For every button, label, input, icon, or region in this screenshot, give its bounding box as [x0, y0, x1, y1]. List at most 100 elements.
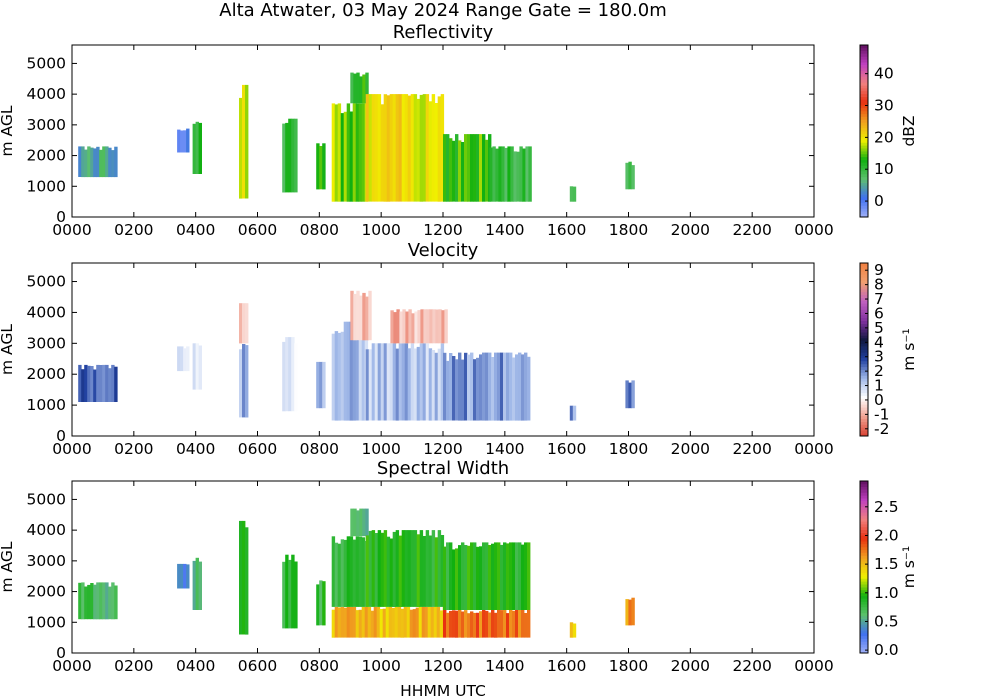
echo-cell: [380, 104, 385, 202]
echo-cell: [242, 344, 246, 418]
echo-region: [282, 554, 298, 629]
echo-cell: [470, 611, 474, 638]
colorbar-segment: [860, 381, 868, 385]
echo-cell: [500, 352, 504, 421]
echo-cell: [510, 146, 514, 202]
colorbar-segment: [860, 555, 868, 559]
echo-cell: [99, 149, 103, 178]
colorbar-segment: [860, 102, 868, 106]
echo-cell: [572, 186, 577, 202]
panel-title: Reflectivity: [393, 22, 494, 43]
echo-cell: [245, 84, 249, 199]
colorbar-segment: [860, 503, 868, 508]
echo-cell: [436, 606, 441, 638]
echo-cell: [503, 542, 507, 610]
echo-cell: [78, 364, 82, 402]
y-tick-label: 4000: [27, 303, 66, 321]
echo-cell: [346, 103, 351, 202]
echo-cell: [524, 352, 528, 421]
echo-cell: [402, 309, 406, 344]
echo-cell: [87, 146, 91, 178]
echo-cell: [504, 147, 508, 202]
echo-cell: [431, 350, 436, 421]
echo-region: [331, 103, 369, 202]
echo-cell: [87, 365, 91, 402]
echo-cell: [368, 530, 373, 607]
y-axis-label: m AGL: [0, 105, 16, 156]
echo-region: [177, 563, 190, 589]
echo-region: [569, 186, 577, 202]
colorbar-segment: [860, 271, 868, 275]
echo-cell: [84, 586, 88, 620]
echo-cell: [192, 560, 196, 610]
echo-cell: [245, 303, 249, 344]
echo-cell: [358, 536, 363, 607]
colorbar-segment: [860, 151, 868, 155]
echo-cell: [350, 508, 354, 537]
echo-cell: [512, 610, 516, 638]
echo-cell: [291, 337, 295, 412]
colorbar-segment: [860, 142, 868, 146]
echo-region: [192, 343, 202, 390]
echo-region: [316, 580, 326, 626]
colorbar-segment: [860, 404, 868, 408]
echo-cell: [625, 599, 629, 626]
colorbar-tick-label: 4: [874, 333, 884, 351]
colorbar-segment: [860, 524, 868, 528]
echo-cell: [319, 580, 323, 626]
echo-region: [625, 161, 635, 190]
colorbar-segment: [860, 62, 868, 66]
echo-cell: [359, 295, 363, 341]
echo-cell: [370, 610, 375, 638]
echo-cell: [446, 612, 450, 638]
echo-cell: [435, 309, 439, 344]
echo-cell: [183, 563, 187, 589]
echo-cell: [411, 313, 415, 344]
colorbar-segment: [860, 277, 868, 281]
echo-cell: [527, 356, 531, 421]
colorbar-segment: [860, 306, 868, 310]
echo-cell: [458, 545, 462, 610]
colorbar-segment: [860, 635, 868, 639]
colorbar-segment: [860, 632, 868, 637]
echo-region: [239, 84, 249, 199]
echo-cell: [359, 508, 363, 537]
echo-cell: [346, 536, 351, 607]
echo-cell: [449, 353, 453, 421]
x-tick-label: 0000: [794, 221, 833, 239]
colorbar-segment: [860, 280, 868, 284]
echo-cell: [195, 121, 199, 174]
colorbar-segment: [860, 598, 868, 602]
echo-cell: [343, 111, 348, 202]
colorbar-frame: [859, 44, 869, 218]
echo-cell: [509, 610, 513, 638]
echo-cell: [405, 311, 409, 344]
colorbar-segment: [860, 389, 868, 394]
echo-cell: [361, 606, 366, 638]
echo-cell: [288, 559, 292, 629]
echo-region: [390, 309, 448, 344]
echo-cell: [631, 165, 635, 190]
y-tick-label: 0: [56, 208, 66, 226]
echo-cell: [340, 331, 345, 421]
echo-cell: [371, 343, 376, 421]
echo-cell: [379, 609, 384, 638]
colorbar-segment: [860, 424, 868, 428]
echo-cell: [628, 161, 632, 190]
colorbar-segment: [860, 159, 868, 163]
echo-cell: [464, 545, 468, 610]
colorbar-tick-label: 1.5: [874, 555, 899, 573]
echo-cell: [365, 535, 370, 607]
x-tick-label: 1000: [361, 440, 400, 458]
colorbar-segment: [860, 392, 868, 396]
echo-cell: [443, 352, 447, 421]
echo-cell: [355, 536, 360, 607]
colorbar-segment: [860, 268, 868, 272]
echo-cell: [476, 357, 480, 421]
colorbar-segment: [860, 581, 868, 585]
echo-cell: [352, 321, 357, 421]
echo-cell: [319, 146, 323, 190]
colorbar-segment: [860, 430, 868, 434]
colorbar-segment: [860, 303, 868, 307]
colorbar-segment: [860, 96, 868, 100]
